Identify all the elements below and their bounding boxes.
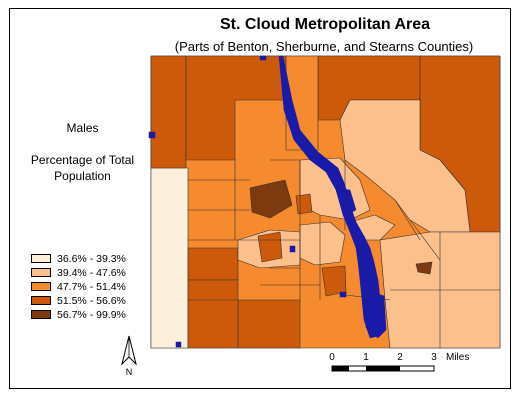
map-region: [187, 247, 239, 281]
map-region: [249, 179, 293, 219]
scale-unit: Miles: [446, 352, 469, 363]
legend-class-1: 36.6% - 39.3%: [31, 252, 126, 265]
legend-swatch-1: [31, 254, 51, 263]
choropleth-map: [150, 55, 501, 349]
legend-label-1: 36.6% - 39.3%: [57, 252, 126, 265]
north-arrow-label: N: [126, 367, 133, 377]
river: [148, 55, 387, 348]
lake: [259, 55, 267, 61]
legend-swatch-2: [31, 268, 51, 277]
map-region: [257, 231, 283, 263]
legend-label-5: 56.7% - 99.9%: [57, 308, 126, 321]
legend-class-2: 39.4% - 47.6%: [31, 266, 126, 279]
map-title: St. Cloud Metropolitan Area: [219, 16, 431, 33]
map-region: [295, 193, 313, 215]
lake: [289, 245, 296, 253]
legend-label-4: 51.5% - 56.6%: [57, 294, 126, 307]
scale-segment: [366, 366, 400, 371]
river-widening: [335, 187, 357, 215]
map-region: [187, 279, 239, 349]
map-region: [237, 299, 301, 349]
legend: 36.6% - 39.3% 39.4% - 47.6% 47.7% - 51.4…: [31, 252, 126, 322]
legend-class-4: 51.5% - 56.6%: [31, 294, 126, 307]
legend-heading: Males: [66, 121, 99, 135]
legend-swatch-4: [31, 296, 51, 305]
lake: [175, 341, 182, 348]
river-widening: [365, 289, 387, 339]
legend-swatch-5: [31, 310, 51, 319]
map-frame: [9, 8, 511, 389]
map-region: [415, 261, 433, 275]
legend-swatch-3: [31, 282, 51, 291]
map-subtitle: (Parts of Benton, Sherburne, and Stearns…: [174, 39, 474, 54]
scale-tick-2: 2: [397, 352, 403, 363]
scale-tick-3: 3: [431, 352, 437, 363]
legend-class-5: 56.7% - 99.9%: [31, 308, 126, 321]
legend-subheading: Percentage of Total Population: [30, 153, 135, 183]
scale-tick-1: 1: [363, 352, 369, 363]
legend-label-2: 39.4% - 47.6%: [57, 266, 126, 279]
legend-label-3: 47.7% - 51.4%: [57, 280, 126, 293]
lake: [339, 291, 347, 298]
map-region: [150, 55, 187, 169]
lake: [148, 131, 156, 139]
scale-bar: 0 1 2 3 Miles: [329, 352, 469, 372]
north-arrow: N: [121, 335, 137, 377]
scale-segment: [332, 366, 349, 371]
scale-tick-0: 0: [329, 352, 335, 363]
map-region: [150, 167, 189, 349]
map-region: [321, 265, 347, 297]
legend-class-3: 47.7% - 51.4%: [31, 280, 126, 293]
